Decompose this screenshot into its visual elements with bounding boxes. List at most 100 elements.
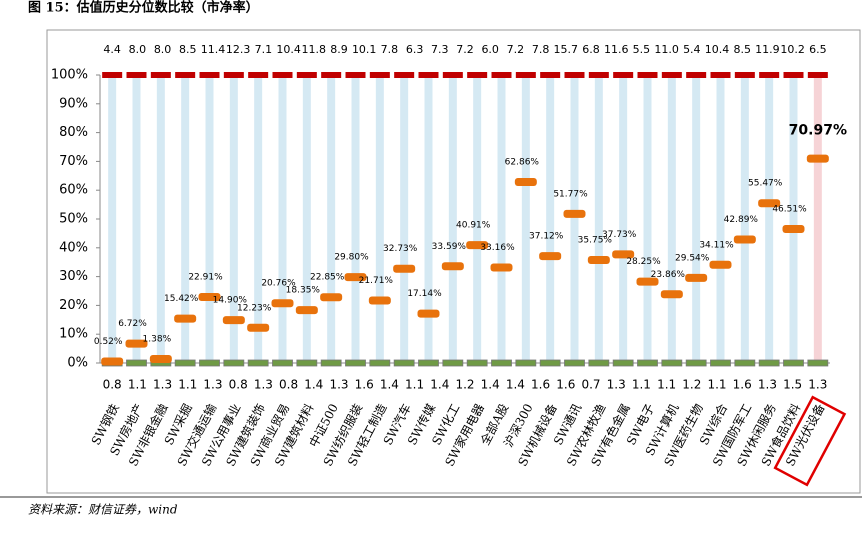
- range-bar: [789, 75, 798, 363]
- lower-row-label: 1.3: [203, 378, 222, 392]
- upper-row-label: 11.8: [302, 43, 327, 56]
- y-tick-label: 100%: [51, 68, 88, 83]
- lower-row-label: 1.6: [733, 378, 752, 392]
- bottom-marker: [588, 359, 610, 367]
- bottom-marker: [783, 359, 804, 367]
- lower-row-label: 0.7: [581, 378, 600, 392]
- value-marker: [539, 252, 562, 261]
- value-marker: [612, 250, 635, 259]
- bottom-marker: [247, 359, 269, 367]
- range-bar: [327, 75, 336, 363]
- range-bar: [229, 75, 238, 363]
- lower-row-label: 1.6: [355, 378, 374, 392]
- upper-row-label: 6.5: [809, 43, 827, 56]
- upper-row-label: 10.2: [780, 43, 805, 56]
- range-bar: [643, 75, 652, 363]
- bottom-marker: [564, 359, 585, 367]
- value-label: 37.12%: [529, 232, 564, 242]
- bottom-marker: [126, 359, 147, 367]
- bottom-marker: [637, 359, 658, 367]
- range-bar: [278, 75, 287, 363]
- bottom-marker: [466, 359, 488, 367]
- value-label: 55.47%: [748, 179, 783, 189]
- upper-row-label: 6.8: [582, 43, 600, 56]
- bottom-marker: [758, 359, 780, 367]
- value-marker: [125, 339, 148, 348]
- chart-title: 图 15：估值历史分位数比较（市净率）: [28, 0, 259, 16]
- range-bar: [667, 75, 676, 363]
- upper-row-label: 12.3: [226, 43, 251, 56]
- range-bar: [351, 75, 360, 363]
- upper-row-label: 8.0: [129, 43, 147, 56]
- lower-row-label: 1.3: [254, 378, 273, 392]
- value-marker: [368, 296, 391, 305]
- value-label: 18.35%: [286, 286, 321, 296]
- range-bar: [473, 75, 482, 363]
- value-marker: [685, 273, 708, 282]
- upper-row-label: 15.7: [554, 43, 579, 56]
- value-marker: [563, 209, 586, 218]
- upper-row-label: 6.0: [481, 43, 499, 56]
- value-marker: [417, 309, 440, 318]
- range-bar: [254, 75, 263, 363]
- value-label: 62.86%: [505, 157, 540, 167]
- bottom-marker: [685, 359, 707, 367]
- range-bar: [497, 75, 506, 363]
- lower-row-label: 1.3: [808, 378, 827, 392]
- top-marker: [783, 72, 804, 78]
- lower-row-label: 0.8: [229, 378, 248, 392]
- top-marker: [369, 72, 390, 78]
- range-bar: [205, 75, 214, 363]
- top-marker: [418, 72, 439, 78]
- top-marker: [710, 72, 731, 78]
- range-bar: [375, 75, 384, 363]
- value-label: 14.90%: [213, 296, 248, 306]
- top-marker: [540, 72, 561, 78]
- top-marker: [345, 72, 366, 78]
- y-tick-label: 70%: [59, 154, 88, 169]
- value-label: 23.86%: [651, 270, 686, 280]
- value-label: 46.51%: [772, 205, 807, 215]
- top-marker: [321, 72, 342, 78]
- lower-row-label: 1.2: [455, 378, 474, 392]
- lower-row-label: 1.4: [304, 378, 323, 392]
- top-marker: [759, 72, 780, 78]
- top-marker: [296, 72, 317, 78]
- upper-row-label: 5.4: [683, 43, 701, 56]
- upper-row-label: 5.5: [633, 43, 651, 56]
- range-bar: [108, 75, 117, 363]
- value-label: 34.11%: [699, 240, 734, 250]
- value-marker: [174, 314, 197, 323]
- upper-row-label: 8.0: [154, 43, 172, 56]
- top-marker: [223, 72, 244, 78]
- lower-row-label: 1.1: [178, 378, 197, 392]
- bottom-marker: [223, 359, 245, 367]
- value-marker: [466, 241, 489, 250]
- value-label: 29.54%: [675, 253, 710, 263]
- range-bar: [765, 75, 774, 363]
- bottom-marker: [272, 359, 293, 367]
- range-bar: [716, 75, 725, 363]
- value-label: 33.16%: [480, 243, 515, 253]
- lower-row-label: 1.4: [430, 378, 449, 392]
- value-label: 22.85%: [310, 273, 345, 283]
- range-bar: [619, 75, 628, 363]
- range-bar: [156, 75, 165, 363]
- upper-row-label: 7.3: [431, 43, 449, 56]
- bottom-marker: [515, 359, 537, 367]
- upper-row-label: 11.4: [201, 43, 226, 56]
- value-label: 51.77%: [553, 189, 588, 199]
- lower-row-label: 0.8: [279, 378, 298, 392]
- lower-row-label: 1.1: [707, 378, 726, 392]
- range-bar: [740, 75, 749, 363]
- upper-row-label: 4.4: [103, 43, 121, 56]
- lower-row-label: 1.1: [657, 378, 676, 392]
- lower-row-label: 1.1: [632, 378, 651, 392]
- bottom-marker: [661, 359, 683, 367]
- lower-row-label: 1.2: [682, 378, 701, 392]
- value-marker: [393, 264, 416, 273]
- value-label: 6.72%: [118, 319, 147, 329]
- upper-row-label: 10.1: [352, 43, 377, 56]
- value-marker: [782, 225, 805, 234]
- value-label: 20.76%: [261, 279, 296, 289]
